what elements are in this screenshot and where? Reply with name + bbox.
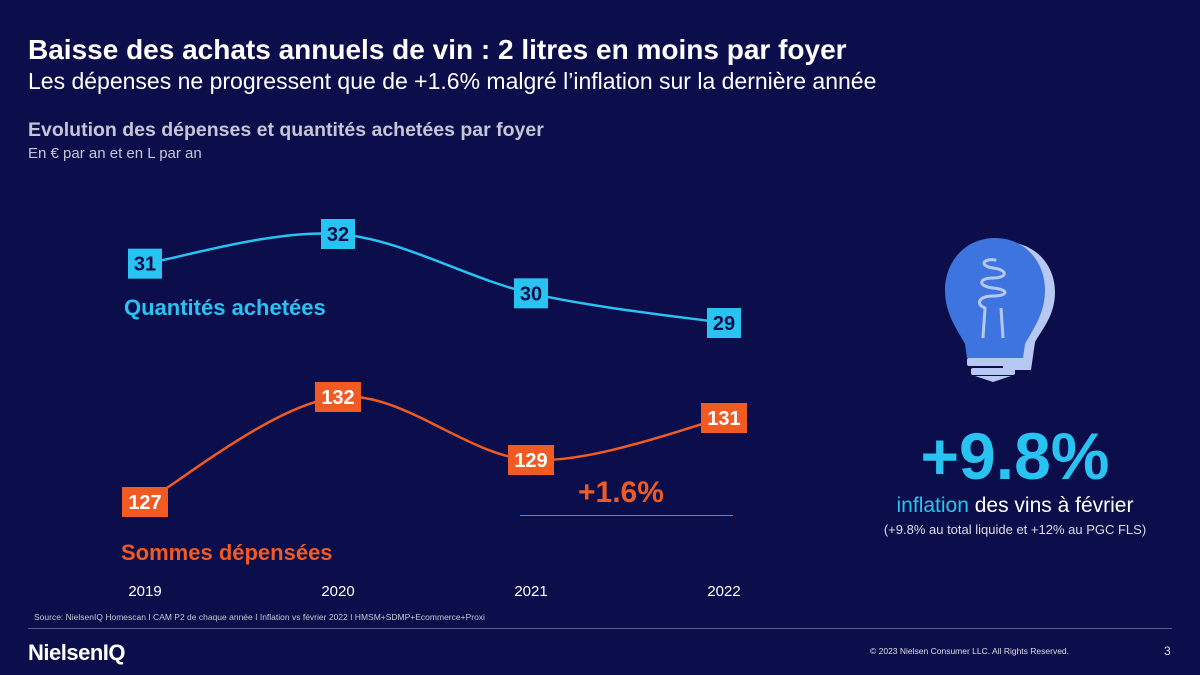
- kpi-note: (+9.8% au total liquide et +12% au PGC F…: [883, 522, 1147, 537]
- series-line-0: [144, 232, 725, 325]
- data-label-text: 132: [321, 387, 354, 409]
- x-tick-2021: 2021: [514, 583, 547, 600]
- data-point-0-2: [514, 278, 548, 309]
- kpi-caption-rest: des vins à février: [968, 494, 1134, 517]
- data-label-text: 131: [707, 408, 740, 430]
- data-label-1-2019: 127: [122, 487, 168, 517]
- x-tick-2022: 2022: [707, 583, 740, 600]
- data-label-1-2020: 132: [315, 382, 361, 412]
- kpi-caption-accent: inflation: [896, 494, 969, 517]
- brand-logo: NielsenIQ: [28, 640, 125, 665]
- series-label-depenses: Sommes dépensées: [121, 540, 333, 565]
- lightbulb-icon: [945, 238, 1055, 382]
- data-label-text: 29: [713, 313, 735, 335]
- data-label-text: 30: [520, 283, 542, 305]
- data-point-1-0: [122, 487, 168, 517]
- growth-annotation: +1.6%: [578, 476, 664, 509]
- data-point-0-0: [128, 248, 162, 279]
- chart-units: En € par an et en L par an: [28, 145, 202, 162]
- data-label-0-2019: 31: [128, 248, 162, 279]
- data-point-1-2: [508, 445, 554, 475]
- data-label-text: 127: [128, 492, 161, 514]
- source-note: Source: NielsenIQ Homescan I CAM P2 de c…: [34, 612, 485, 622]
- data-label-text: 31: [134, 254, 156, 276]
- copyright: © 2023 Nielsen Consumer LLC. All Rights …: [870, 646, 1070, 656]
- data-label-0-2022: 29: [707, 308, 741, 338]
- page-subtitle: Les dépenses ne progressent que de +1.6%…: [28, 68, 877, 94]
- growth-underline: [520, 515, 733, 516]
- data-label-1-2022: 131: [701, 403, 747, 433]
- data-label-0-2021: 30: [514, 278, 548, 309]
- data-label-0-2020: 32: [321, 219, 355, 249]
- x-tick-2020: 2020: [321, 583, 354, 600]
- footer-divider: [28, 628, 1172, 629]
- data-label-1-2021: 129: [508, 445, 554, 475]
- series-label-quantites: Quantités achetées: [124, 295, 326, 320]
- kpi-value: +9.8%: [920, 419, 1110, 493]
- data-point-1-3: [701, 403, 747, 433]
- page-number: 3: [1164, 644, 1171, 658]
- data-point-1-1: [315, 382, 361, 412]
- kpi-caption: inflation des vins à février: [860, 494, 1170, 518]
- data-label-text: 129: [514, 450, 547, 472]
- series-line-1: [144, 395, 725, 504]
- data-label-text: 32: [327, 224, 349, 246]
- data-point-0-3: [707, 308, 741, 338]
- page-title: Baisse des achats annuels de vin : 2 lit…: [28, 34, 847, 65]
- chart-title: Evolution des dépenses et quantités ache…: [28, 119, 544, 141]
- data-point-0-1: [321, 219, 355, 249]
- x-tick-2019: 2019: [128, 583, 161, 600]
